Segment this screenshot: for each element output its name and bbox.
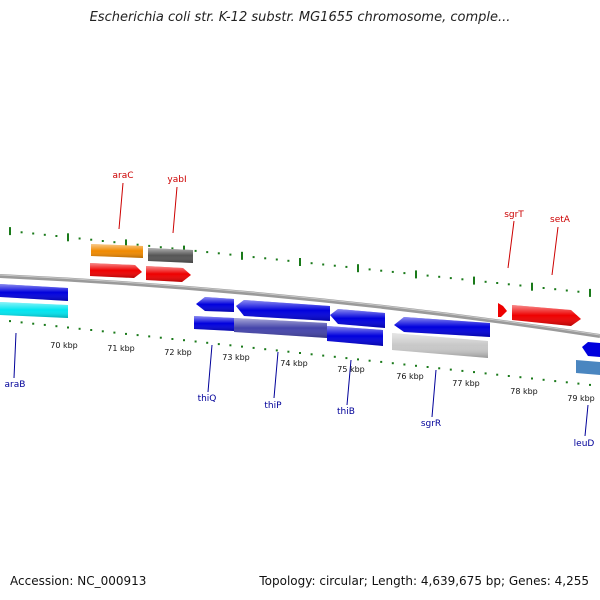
reverse-genes	[0, 284, 600, 375]
scale-tick-labels: 70 kbp 71 kbp 72 kbp 73 kbp 74 kbp 75 kbp 76 k…	[50, 341, 595, 403]
gene-leuD-a[interactable]	[582, 342, 600, 357]
gene-sgrT[interactable]	[498, 303, 507, 317]
scale-tick-label: 76 kbp	[396, 372, 424, 381]
scale-tick-label: 71 kbp	[107, 344, 135, 353]
chromosome-backbone	[0, 274, 600, 338]
forward-labels: araC yabI sgrT setA	[112, 171, 571, 276]
chromosome-backbone-highlight	[0, 274, 600, 336]
scale-tick-label: 72 kbp	[164, 348, 192, 357]
scale-tick-label: 79 kbp	[567, 394, 595, 403]
scale-tick-label: 75 kbp	[337, 365, 365, 374]
label-thiQ[interactable]: thiQ	[198, 394, 217, 404]
scale-tick-label: 74 kbp	[280, 359, 308, 368]
map-title: Escherichia coli str. K-12 substr. MG165…	[89, 10, 511, 25]
label-sgrT[interactable]: sgrT	[504, 210, 524, 220]
label-araB[interactable]: araB	[5, 380, 26, 390]
gene-leuD[interactable]	[576, 360, 600, 375]
scale-tick-label: 73 kbp	[222, 353, 250, 362]
scale-tick-label: 70 kbp	[50, 341, 78, 350]
label-yabI[interactable]: yabI	[167, 175, 186, 185]
label-araC[interactable]: araC	[112, 171, 133, 181]
accession-text: Accession: NC_000913	[10, 574, 147, 588]
genome-stats-text: Topology: circular; Length: 4,639,675 bp…	[259, 574, 589, 588]
label-setA[interactable]: setA	[550, 215, 571, 225]
label-sgrR[interactable]: sgrR	[421, 419, 441, 429]
reverse-labels: araB thiQ thiP thiB sgrR leuD	[5, 332, 595, 449]
label-leuD[interactable]: leuD	[574, 439, 595, 449]
label-thiP[interactable]: thiP	[264, 401, 282, 411]
scale-tick-label: 77 kbp	[452, 379, 480, 388]
forward-genes	[90, 244, 581, 326]
label-thiB[interactable]: thiB	[337, 407, 355, 417]
upper-tick-track	[9, 227, 591, 297]
scale-tick-label: 78 kbp	[510, 387, 538, 396]
lower-tick-track	[9, 320, 591, 386]
